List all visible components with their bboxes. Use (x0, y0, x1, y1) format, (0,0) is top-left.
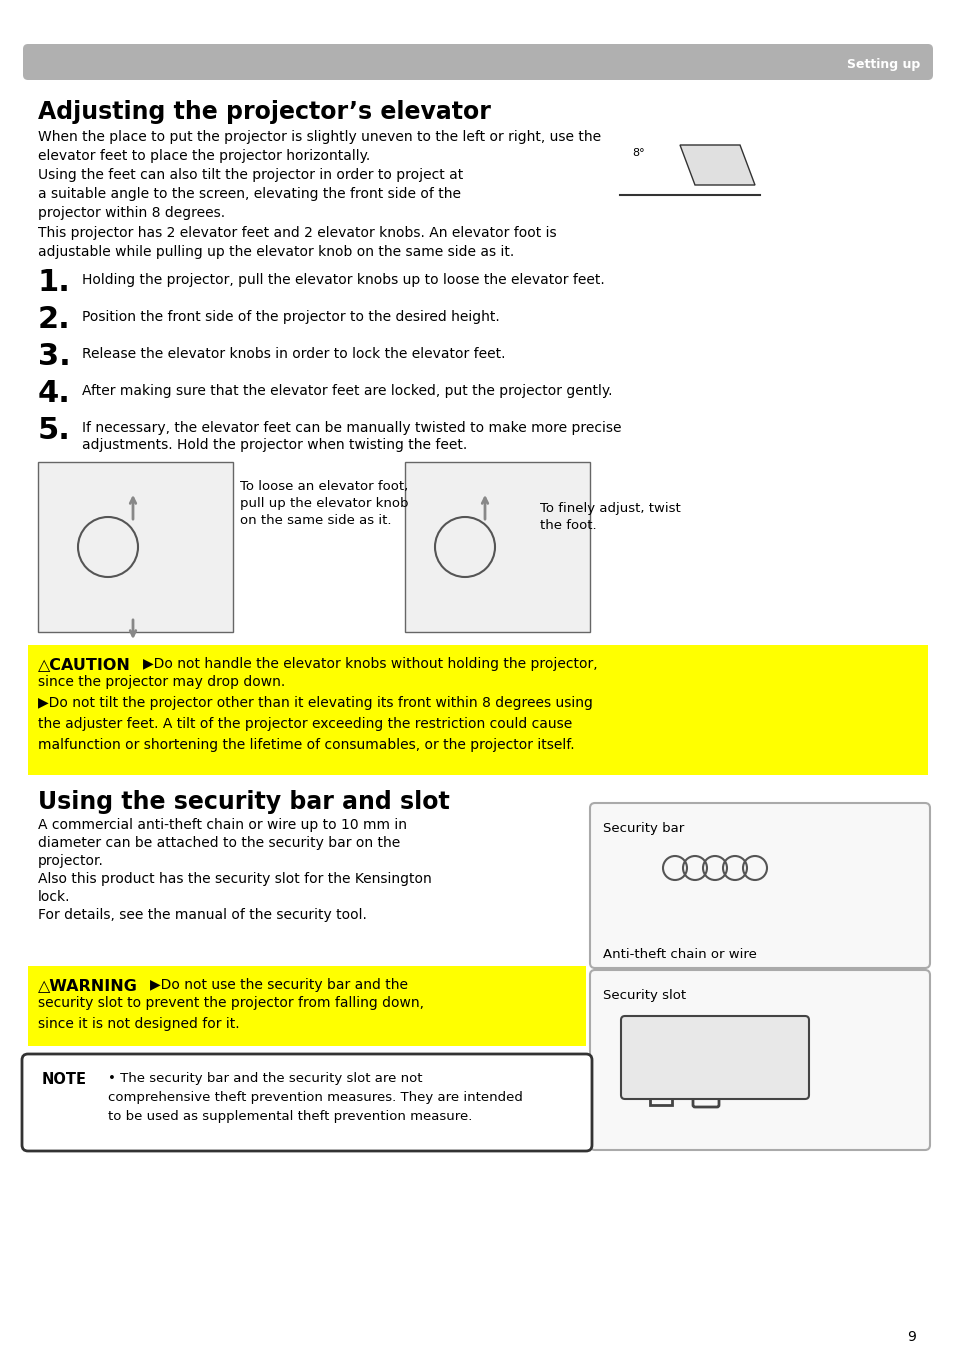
Text: a suitable angle to the screen, elevating the front side of the: a suitable angle to the screen, elevatin… (38, 187, 460, 200)
Bar (649, 1070, 671, 1105)
FancyBboxPatch shape (589, 803, 929, 968)
Polygon shape (679, 145, 754, 185)
Text: to be used as supplemental theft prevention measure.: to be used as supplemental theft prevent… (108, 1110, 472, 1122)
Text: 1.: 1. (38, 268, 71, 297)
Text: 8°: 8° (631, 148, 644, 158)
Text: Security slot: Security slot (602, 988, 685, 1002)
Text: Holding the projector, pull the elevator knobs up to loose the elevator feet.: Holding the projector, pull the elevator… (82, 274, 604, 287)
Text: ▶Do not handle the elevator knobs without holding the projector,: ▶Do not handle the elevator knobs withou… (143, 657, 597, 672)
Text: Using the feet can also tilt the projector in order to project at: Using the feet can also tilt the project… (38, 168, 463, 181)
FancyBboxPatch shape (22, 1053, 592, 1151)
Text: lock.: lock. (38, 890, 71, 904)
Text: 3.: 3. (38, 343, 71, 371)
Text: adjustable while pulling up the elevator knob on the same side as it.: adjustable while pulling up the elevator… (38, 245, 514, 259)
Text: After making sure that the elevator feet are locked, put the projector gently.: After making sure that the elevator feet… (82, 385, 612, 398)
FancyBboxPatch shape (38, 462, 233, 632)
FancyBboxPatch shape (23, 43, 932, 80)
Text: projector.: projector. (38, 854, 104, 868)
Text: △CAUTION: △CAUTION (38, 657, 131, 672)
Text: 9: 9 (906, 1330, 915, 1345)
Text: malfunction or shortening the lifetime of consumables, or the projector itself.: malfunction or shortening the lifetime o… (38, 738, 574, 751)
Text: NOTE: NOTE (42, 1072, 87, 1087)
Text: △WARNING: △WARNING (38, 978, 138, 992)
FancyBboxPatch shape (405, 462, 589, 632)
Text: the foot.: the foot. (539, 519, 596, 532)
Text: Position the front side of the projector to the desired height.: Position the front side of the projector… (82, 310, 499, 324)
Text: Setting up: Setting up (846, 58, 919, 70)
Text: since it is not designed for it.: since it is not designed for it. (38, 1017, 239, 1030)
Text: the adjuster feet. A tilt of the projector exceeding the restriction could cause: the adjuster feet. A tilt of the project… (38, 718, 572, 731)
Text: ▶Do not tilt the projector other than it elevating its front within 8 degrees us: ▶Do not tilt the projector other than it… (38, 696, 592, 709)
Text: Using the security bar and slot: Using the security bar and slot (38, 789, 449, 814)
Text: Release the elevator knobs in order to lock the elevator feet.: Release the elevator knobs in order to l… (82, 347, 505, 362)
Text: on the same side as it.: on the same side as it. (240, 515, 391, 527)
Text: • The security bar and the security slot are not: • The security bar and the security slot… (108, 1072, 422, 1085)
Text: Also this product has the security slot for the Kensington: Also this product has the security slot … (38, 872, 432, 886)
Text: diameter can be attached to the security bar on the: diameter can be attached to the security… (38, 835, 400, 850)
Bar (28, 965, 585, 1047)
Text: To finely adjust, twist: To finely adjust, twist (539, 502, 680, 515)
Bar (28, 645, 927, 774)
Text: Security bar: Security bar (602, 822, 683, 835)
Text: A commercial anti-theft chain or wire up to 10 mm in: A commercial anti-theft chain or wire up… (38, 818, 407, 831)
Text: 5.: 5. (38, 416, 71, 445)
Text: ▶Do not use the security bar and the: ▶Do not use the security bar and the (150, 978, 408, 992)
Text: This projector has 2 elevator feet and 2 elevator knobs. An elevator foot is: This projector has 2 elevator feet and 2… (38, 226, 556, 240)
Text: When the place to put the projector is slightly uneven to the left or right, use: When the place to put the projector is s… (38, 130, 600, 144)
Text: comprehensive theft prevention measures. They are intended: comprehensive theft prevention measures.… (108, 1091, 522, 1104)
Text: Adjusting the projector’s elevator: Adjusting the projector’s elevator (38, 100, 491, 125)
Text: elevator feet to place the projector horizontally.: elevator feet to place the projector hor… (38, 149, 370, 162)
Text: projector within 8 degrees.: projector within 8 degrees. (38, 206, 225, 219)
Text: pull up the elevator knob: pull up the elevator knob (240, 497, 408, 510)
Text: 2.: 2. (38, 305, 71, 334)
Text: since the projector may drop down.: since the projector may drop down. (38, 676, 285, 689)
FancyBboxPatch shape (620, 1016, 808, 1099)
Text: 4.: 4. (38, 379, 71, 408)
Text: Anti-theft chain or wire: Anti-theft chain or wire (602, 948, 756, 961)
Text: If necessary, the elevator feet can be manually twisted to make more precise: If necessary, the elevator feet can be m… (82, 421, 620, 435)
Text: For details, see the manual of the security tool.: For details, see the manual of the secur… (38, 909, 367, 922)
Text: To loose an elevator foot,: To loose an elevator foot, (240, 481, 408, 493)
Text: adjustments. Hold the projector when twisting the feet.: adjustments. Hold the projector when twi… (82, 437, 467, 452)
FancyBboxPatch shape (589, 969, 929, 1150)
Text: security slot to prevent the projector from falling down,: security slot to prevent the projector f… (38, 997, 423, 1010)
